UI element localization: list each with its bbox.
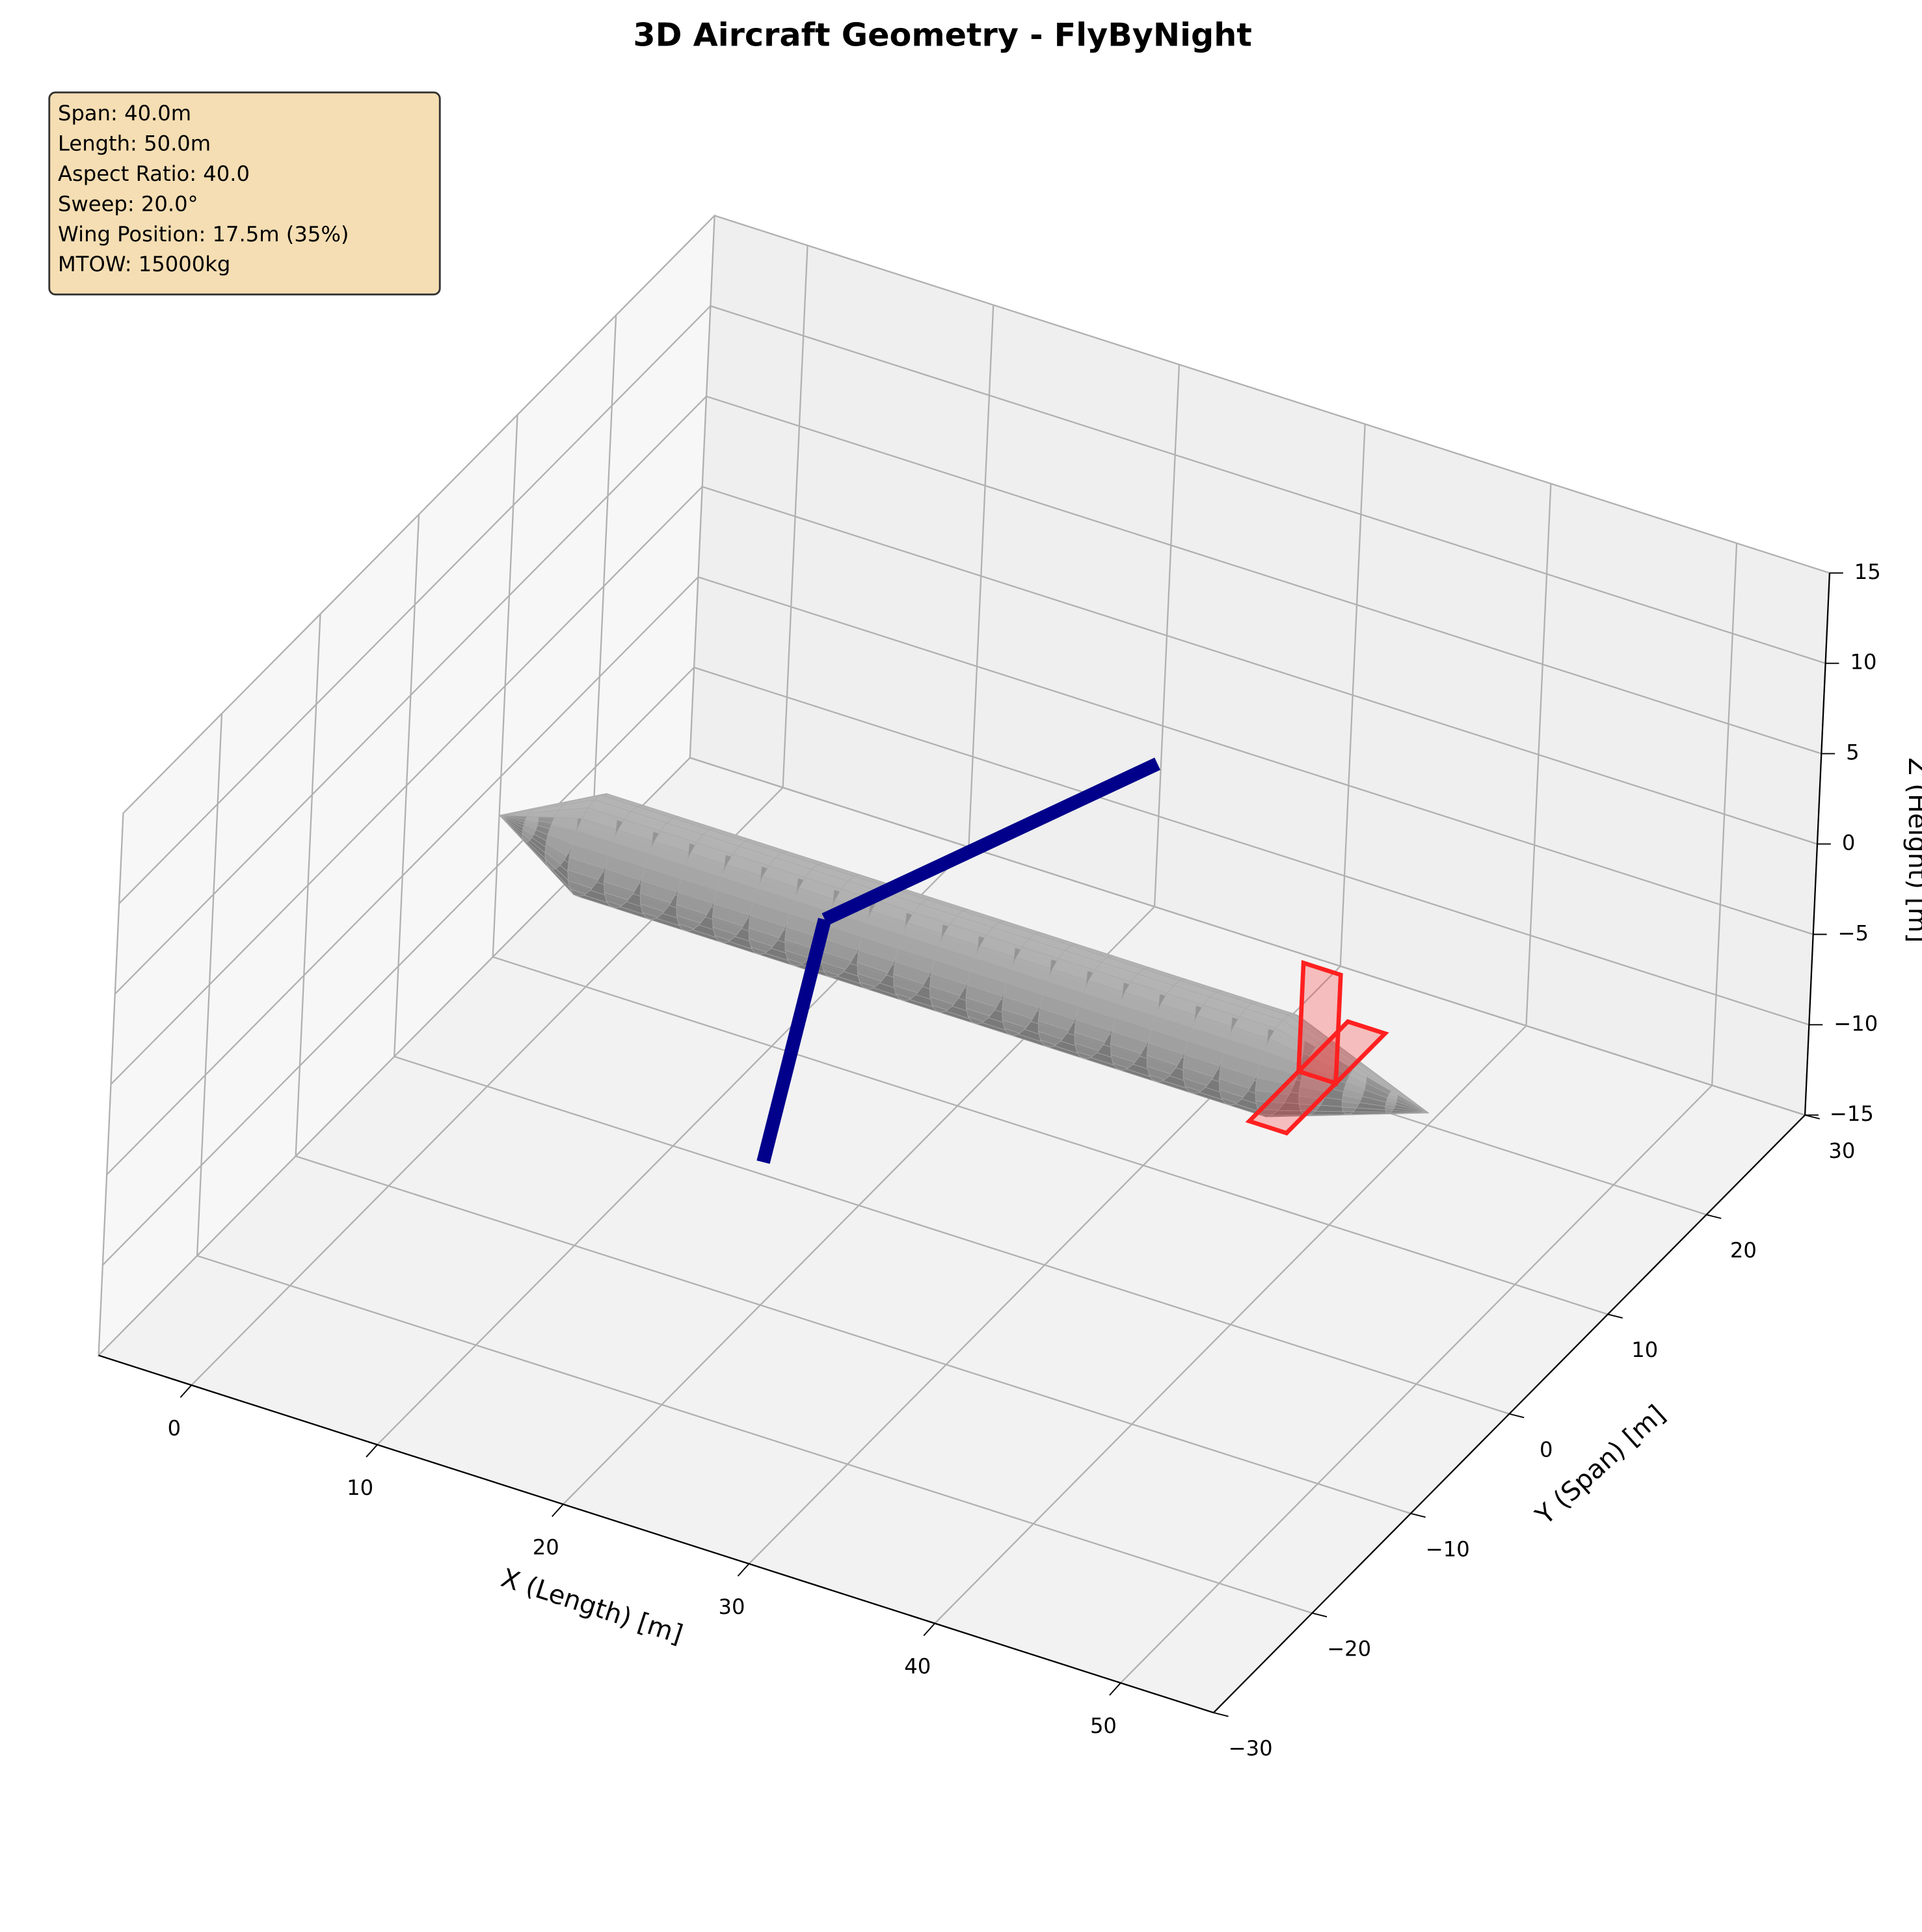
grid-line: [196, 1255, 1313, 1614]
y-tick: [1706, 1214, 1722, 1219]
x-tick-label: 40: [904, 1654, 931, 1679]
info-line: Length: 50.0m: [58, 131, 211, 156]
x-tick: [737, 1563, 750, 1577]
z-tick-label: −10: [1834, 1011, 1878, 1036]
grid-line: [102, 667, 695, 1266]
x-axis-label: X (Length) [m]: [498, 1563, 686, 1650]
x-tick: [923, 1622, 935, 1637]
y-tick-label: 20: [1730, 1238, 1757, 1263]
y-tick-label: −10: [1426, 1536, 1470, 1561]
z-tick-label: −15: [1830, 1101, 1874, 1126]
y-axis-label: Y (Span) [m]: [1530, 1399, 1672, 1531]
chart-title: 3D Aircraft Geometry - FlyByNight: [633, 16, 1251, 53]
z-tick-label: 5: [1846, 740, 1859, 765]
grid-line: [689, 757, 1806, 1116]
grid-line: [492, 956, 1608, 1315]
info-line: Span: 40.0m: [58, 101, 191, 126]
grid-line: [698, 576, 1814, 935]
y-tick-label: −30: [1229, 1736, 1273, 1761]
y-tick-label: 0: [1540, 1437, 1553, 1462]
x-tick-label: 10: [347, 1475, 373, 1500]
x-tick: [180, 1384, 193, 1398]
z-tick-label: 0: [1842, 830, 1855, 855]
info-line: Wing Position: 17.5m (35%): [58, 222, 349, 247]
y-tick-label: 30: [1828, 1138, 1855, 1163]
info-line: MTOW: 15000kg: [58, 252, 230, 276]
x-tick: [1109, 1682, 1121, 1696]
grid-line: [706, 396, 1822, 755]
x-tick: [366, 1444, 378, 1458]
grid-line: [106, 576, 699, 1175]
grid-line: [295, 1155, 1411, 1514]
y-tick: [1607, 1313, 1623, 1319]
grid-line: [118, 305, 712, 904]
y-tick-label: −20: [1327, 1637, 1371, 1661]
info-line: Aspect Ratio: 40.0: [58, 161, 250, 186]
grid-line: [693, 666, 1809, 1026]
x-tick-label: 0: [168, 1416, 181, 1441]
y-tick-label: 10: [1631, 1337, 1658, 1362]
tail-vertical: [1296, 959, 1343, 1086]
x-tick-label: 50: [1090, 1713, 1117, 1738]
z-tick-label: −5: [1838, 920, 1869, 945]
y-tick: [1410, 1512, 1426, 1518]
fuselage-facet: [1396, 1094, 1429, 1114]
grid-line: [714, 215, 1830, 574]
y-tick: [1213, 1711, 1229, 1717]
grid-line: [394, 1056, 1510, 1415]
info-line: Sweep: 20.0°: [58, 191, 198, 216]
x-tick-label: 30: [719, 1594, 745, 1619]
z-tick-label: 15: [1854, 559, 1881, 584]
axis-line: [98, 1354, 1214, 1713]
grid-line: [114, 396, 707, 995]
wing-segment: [821, 757, 1161, 926]
info-box: [48, 91, 441, 296]
grid-line: [702, 486, 1818, 845]
z-tick-label: 10: [1850, 650, 1877, 675]
y-tick: [1312, 1612, 1328, 1618]
wing-segment: [756, 917, 832, 1164]
x-tick: [552, 1503, 564, 1517]
grid-line: [122, 215, 715, 814]
x-tick-label: 20: [533, 1535, 559, 1560]
grid-line: [710, 305, 1826, 664]
grid-line: [110, 486, 703, 1085]
y-tick: [1509, 1413, 1525, 1419]
z-axis-label: Z (Height) [m]: [1902, 758, 1922, 943]
